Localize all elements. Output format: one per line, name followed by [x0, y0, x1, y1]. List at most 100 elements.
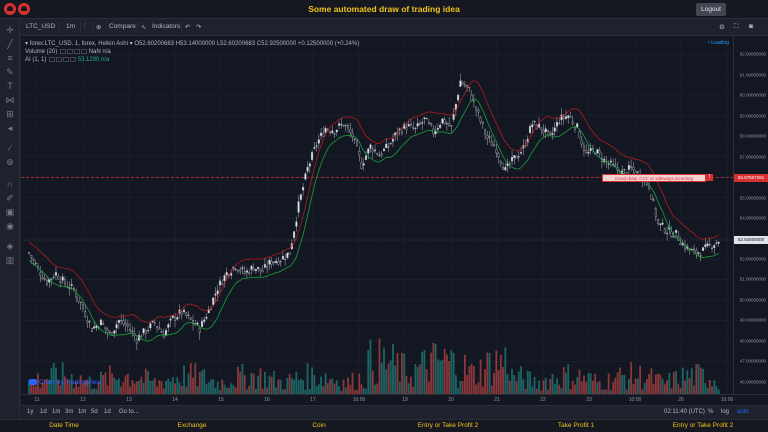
crosshair-icon[interactable]: ✛ — [6, 25, 14, 35]
range-5d[interactable]: 5d — [91, 409, 98, 415]
fib-icon[interactable]: ≡ — [7, 53, 13, 63]
redo-icon[interactable]: ↷ — [196, 24, 202, 31]
volume-bar — [104, 372, 107, 394]
range-1m-b[interactable]: 1m — [78, 409, 87, 415]
footer-coin[interactable]: Coin — [312, 422, 326, 429]
range-1m[interactable]: 1m — [52, 409, 61, 415]
log-toggle[interactable]: log — [721, 409, 730, 415]
trade-idea-box[interactable]: Good draw, CVC or sideways incoming — [602, 173, 706, 182]
time-axis[interactable]: 11 12 13 14 15 16 17 10:00 19 20 21 22 23 10:00 26 10:0… — [21, 394, 768, 405]
eye-icon[interactable]: ◉ — [6, 221, 14, 231]
arrow-icon[interactable]: ◂ — [7, 123, 13, 133]
percent-toggle[interactable]: % — [708, 409, 714, 415]
candle-body — [427, 122, 430, 124]
goto-button[interactable]: Go to... — [119, 409, 139, 415]
logout-button[interactable]: Logout — [696, 3, 726, 16]
candle-body — [279, 261, 282, 263]
trend-line-icon[interactable]: ╱ — [7, 39, 13, 49]
settings-gear-icon[interactable]: ⚙ — [719, 24, 725, 31]
pattern-icon[interactable]: ⋈ — [5, 95, 15, 105]
symbol-search[interactable]: LTC_USD — [26, 23, 56, 30]
chart-pane[interactable]: ▾ forex:LTC_USD, 1, forex, Heikin Ashi ▾… — [21, 36, 733, 394]
series-collapse-icon[interactable]: ▾ — [25, 41, 29, 47]
notification-bell-icon[interactable] — [18, 3, 30, 15]
candle-body — [340, 123, 343, 126]
series-menu-icon[interactable]: ▾ — [129, 41, 135, 47]
alert-bell-icon[interactable] — [4, 3, 16, 15]
candle-body — [174, 317, 177, 321]
volume-bar — [311, 367, 313, 394]
footer-entry-tp2-b[interactable]: Entry or Take Profit 2 — [672, 422, 734, 429]
trash-icon[interactable]: ▥ — [5, 255, 15, 265]
range-1d[interactable]: 1d — [40, 409, 47, 415]
candle-body — [75, 293, 78, 298]
eye-toggle-icon[interactable] — [60, 49, 67, 54]
candle-body — [241, 267, 244, 269]
candle-style-icon[interactable]: ⫶ — [84, 23, 86, 30]
ruler-icon[interactable]: ∕ — [9, 143, 11, 153]
volume-bar — [616, 372, 619, 394]
footer-entry-tp2-a[interactable]: Entry or Take Profit 2 — [417, 422, 479, 429]
price-axis[interactable]: 62.00000000 61.00000000 60.00000000 59.0000… — [733, 36, 768, 394]
volume-bar — [574, 384, 576, 394]
tradingview-credit[interactable]: Chart by TradingView — [29, 379, 101, 386]
brush-icon[interactable]: ✎ — [6, 67, 14, 77]
prediction-icon[interactable]: ⊞ — [6, 109, 14, 119]
candle-body — [544, 128, 547, 133]
candle-body — [623, 169, 626, 171]
price-tick-label: 48.00000000 — [739, 338, 766, 344]
candle-body — [614, 164, 617, 166]
range-1d-b[interactable]: 1d — [104, 409, 111, 415]
footer-exchange[interactable]: Exchange — [177, 422, 207, 429]
chart-toolbar: LTC_USD 1m ⫶ ⊕ Compare ∿ Indicators ↶ ↷ … — [21, 19, 768, 36]
eye-toggle-icon[interactable] — [49, 57, 56, 62]
candle-body — [508, 162, 511, 165]
more-mini-icon[interactable] — [70, 57, 77, 62]
compare-icon[interactable]: ⊕ — [96, 24, 102, 31]
volume-bar — [61, 362, 64, 394]
candle-body — [439, 125, 442, 128]
candle-body — [504, 167, 507, 171]
fullscreen-icon[interactable]: ⛶ — [734, 23, 739, 30]
candle-body — [358, 150, 361, 156]
volume-bar — [122, 382, 125, 394]
candle-body — [167, 324, 170, 328]
candle-body — [538, 123, 541, 128]
auto-toggle[interactable]: auto — [737, 409, 749, 415]
settings-mini-icon[interactable] — [56, 57, 63, 62]
candle-body — [131, 330, 134, 332]
range-3m[interactable]: 3m — [65, 409, 74, 415]
more-mini-icon[interactable] — [81, 49, 88, 54]
close-mini-icon[interactable] — [74, 49, 81, 54]
volume-bar — [185, 386, 188, 394]
trade-idea-marker[interactable]: ! — [706, 173, 713, 181]
candle-body — [250, 265, 253, 270]
footer-date-time[interactable]: Date Time — [49, 422, 79, 429]
candle-body — [542, 130, 545, 133]
volume-bar — [221, 379, 224, 394]
volume-bar — [659, 374, 662, 394]
pencil-icon[interactable]: ✐ — [6, 193, 14, 203]
settings-mini-icon[interactable] — [67, 49, 74, 54]
volume-bar — [225, 387, 228, 394]
time-tick-label: 16 — [264, 397, 270, 403]
candle-body — [596, 149, 599, 154]
undo-icon[interactable]: ↶ — [185, 24, 191, 31]
snapshot-icon[interactable]: ◙ — [749, 23, 753, 30]
interval-selector[interactable]: 1m — [66, 23, 76, 30]
magnet-icon[interactable]: ∩ — [6, 179, 14, 189]
range-1y[interactable]: 1y — [27, 409, 34, 415]
zoom-icon[interactable]: ⊕ — [6, 157, 14, 167]
footer-take-profit-1[interactable]: Take Profit 1 — [557, 422, 595, 429]
indicators-button[interactable]: Indicators — [152, 23, 181, 30]
toolbar-divider — [137, 22, 138, 33]
text-icon[interactable]: T — [7, 81, 13, 91]
indicators-icon[interactable]: ∿ — [141, 24, 147, 31]
candle-body — [59, 281, 62, 283]
candle-body — [257, 266, 260, 269]
candle-body — [409, 124, 412, 126]
close-mini-icon[interactable] — [63, 57, 70, 62]
lock-icon[interactable]: ▣ — [5, 207, 15, 217]
compare-button[interactable]: Compare — [109, 23, 136, 30]
layers-icon[interactable]: ◈ — [6, 241, 14, 251]
